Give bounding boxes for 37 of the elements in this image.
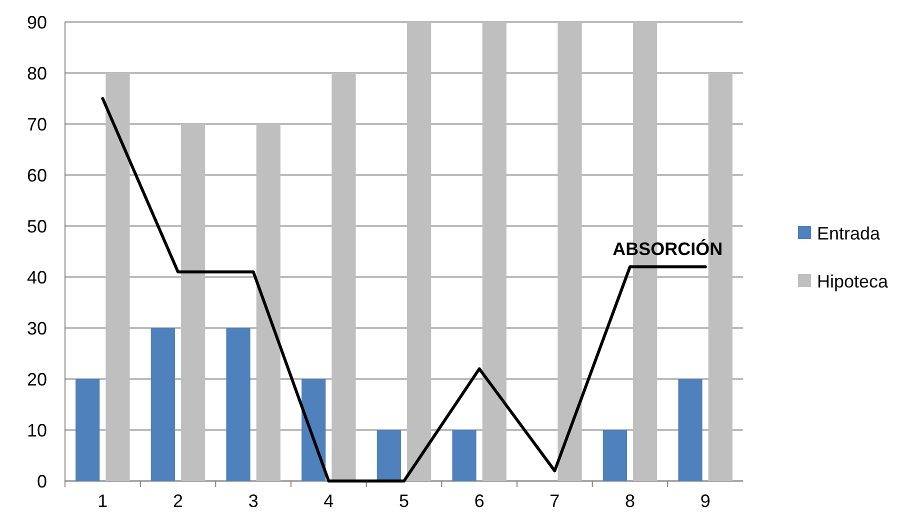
x-tick-label: 8 <box>624 491 636 511</box>
bar <box>226 328 250 481</box>
x-tick-label: 6 <box>474 491 484 511</box>
bar <box>150 328 175 481</box>
bar <box>407 22 432 481</box>
y-tick-label: 80 <box>26 63 47 84</box>
x-tick-label: 1 <box>98 491 108 511</box>
bar <box>302 379 326 481</box>
y-tick-label: 50 <box>26 216 47 236</box>
x-tick-label: 3 <box>248 491 258 511</box>
x-tick-label: 2 <box>172 491 184 511</box>
y-tick-label: 90 <box>26 12 47 32</box>
bar <box>558 22 582 481</box>
bar <box>106 73 130 481</box>
x-tick-label: 7 <box>550 491 560 511</box>
bar <box>181 124 206 481</box>
bar <box>482 22 506 481</box>
y-tick-label: 0 <box>36 471 47 492</box>
y-tick-label: 30 <box>26 318 47 338</box>
x-tick-label: 9 <box>700 491 710 511</box>
y-tick-label: 40 <box>26 267 47 288</box>
bar <box>678 379 702 481</box>
legend-label: Entrada <box>817 223 882 244</box>
bar <box>376 430 401 481</box>
y-tick-label: 20 <box>26 369 47 390</box>
y-tick-label: 70 <box>26 114 47 134</box>
y-tick-label: 60 <box>26 165 47 186</box>
bar <box>602 430 627 481</box>
bar <box>76 379 100 481</box>
x-tick-label: 4 <box>324 491 334 511</box>
y-tick-label: 10 <box>26 420 47 440</box>
bar <box>256 124 280 481</box>
x-tick-label: 5 <box>398 491 410 511</box>
series-label: ABSORCIÓN <box>612 238 723 259</box>
bar <box>332 73 356 481</box>
bar <box>452 430 476 481</box>
legend-label: Hipoteca <box>817 271 890 292</box>
